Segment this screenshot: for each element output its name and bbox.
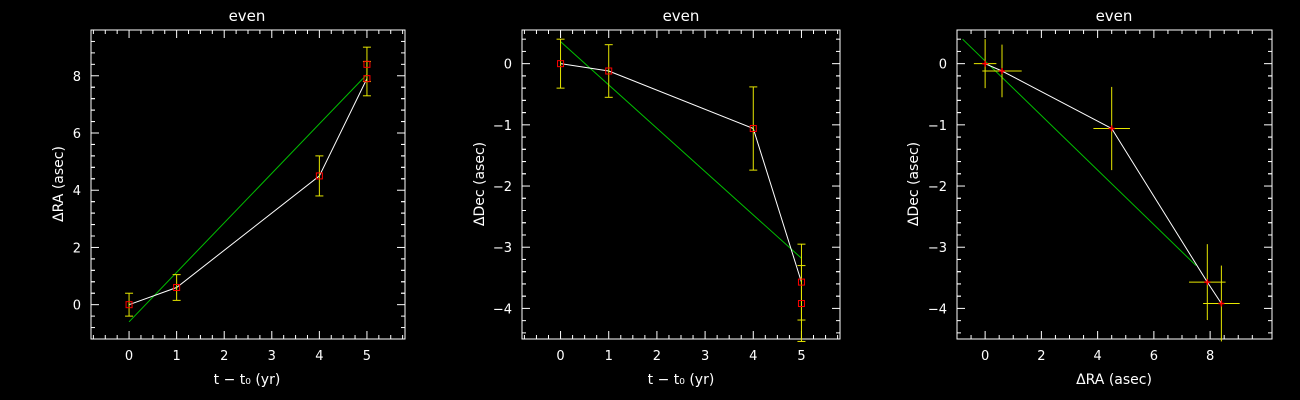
plot-area: 0 1 2 3 4 5 0 2 4 6 8: [73, 29, 406, 364]
panel-dec-vs-time: even t − t₀ (yr) ΔDec (asec) 0 1 2 3 4 5 0 −1 −2…: [472, 7, 841, 388]
x-tick-label: 3: [268, 349, 276, 364]
y-tick-label: 8: [73, 70, 81, 85]
y-axis-label: ΔRA (asec): [51, 146, 67, 222]
x-tick-label: 5: [363, 349, 371, 364]
data-point: [125, 301, 133, 309]
x-tick-label: 8: [1206, 349, 1214, 364]
y-tick-label: −2: [493, 180, 512, 195]
y-tick-label: −3: [493, 241, 512, 256]
x-tick-label: 5: [797, 349, 805, 364]
data-point: [797, 278, 805, 286]
fit-line: [560, 41, 802, 259]
data-point: [173, 284, 181, 291]
data-point: [315, 172, 323, 180]
data-point: [1108, 125, 1115, 132]
x-tick-label: 3: [701, 349, 709, 364]
y-tick-label: 0: [939, 58, 947, 73]
x-tick-label: 1: [172, 349, 180, 364]
y-axis-label: ΔDec (asec): [472, 142, 488, 226]
y-tick-label: 0: [73, 299, 81, 314]
panel-title: even: [663, 7, 700, 25]
data-point: [999, 67, 1005, 74]
data-point: [1218, 300, 1225, 307]
y-axis-label: ΔDec (asec): [906, 142, 922, 226]
panel-ra-vs-time: even t − t₀ (yr) ΔRA (asec) 0 1 2 3 4 5 0 2 4 6 8: [51, 7, 406, 388]
panel-title: even: [229, 7, 266, 25]
x-tick-label: 0: [125, 349, 133, 364]
panel-title: even: [1096, 7, 1133, 25]
x-axis-label: t − t₀ (yr): [648, 372, 715, 388]
y-tick-label: −4: [493, 302, 512, 317]
x-tick-label: 6: [1150, 349, 1158, 364]
axes-frame: [956, 29, 1273, 340]
data-point: [605, 67, 613, 75]
data-point: [797, 300, 805, 308]
data-point: [363, 75, 371, 83]
y-tick-label: 0: [504, 58, 512, 73]
y-tick-label: −1: [928, 119, 947, 134]
data-point: [363, 60, 371, 68]
x-tick-label: 0: [981, 349, 989, 364]
x-tick-label: 0: [556, 349, 564, 364]
x-axis-label: ΔRA (asec): [1076, 372, 1152, 388]
x-tick-label: 2: [220, 349, 228, 364]
y-tick-label: 6: [73, 127, 81, 142]
data-line: [128, 78, 368, 306]
data-point: [982, 60, 989, 67]
y-tick-label: −4: [928, 302, 947, 317]
x-tick-label: 2: [653, 349, 661, 364]
y-tick-label: 4: [73, 184, 81, 199]
x-tick-label: 4: [315, 349, 323, 364]
x-axis-label: t − t₀ (yr): [214, 372, 281, 388]
panel-dec-vs-ra: even ΔRA (asec) ΔDec (asec) 0 2 4 6 8 0 −1 −2 −3…: [906, 7, 1273, 388]
data-point: [557, 60, 565, 68]
data-point: [749, 125, 757, 133]
fit-line: [128, 74, 368, 323]
x-tick-label: 4: [1093, 349, 1101, 364]
y-tick-label: −1: [493, 119, 512, 134]
plot-area: 0 1 2 3 4 5 0 −1 −2 −3 −4: [493, 29, 841, 364]
x-tick-label: 4: [749, 349, 757, 364]
plot-area: 0 2 4 6 8 0 −1 −2 −3 −4: [928, 29, 1273, 364]
data-point: [1204, 279, 1211, 286]
y-tick-label: −2: [928, 180, 947, 195]
y-tick-label: −3: [928, 241, 947, 256]
y-tick-label: 2: [73, 241, 81, 256]
x-tick-label: 2: [1037, 349, 1045, 364]
x-tick-label: 1: [605, 349, 613, 364]
data-line: [560, 63, 802, 283]
